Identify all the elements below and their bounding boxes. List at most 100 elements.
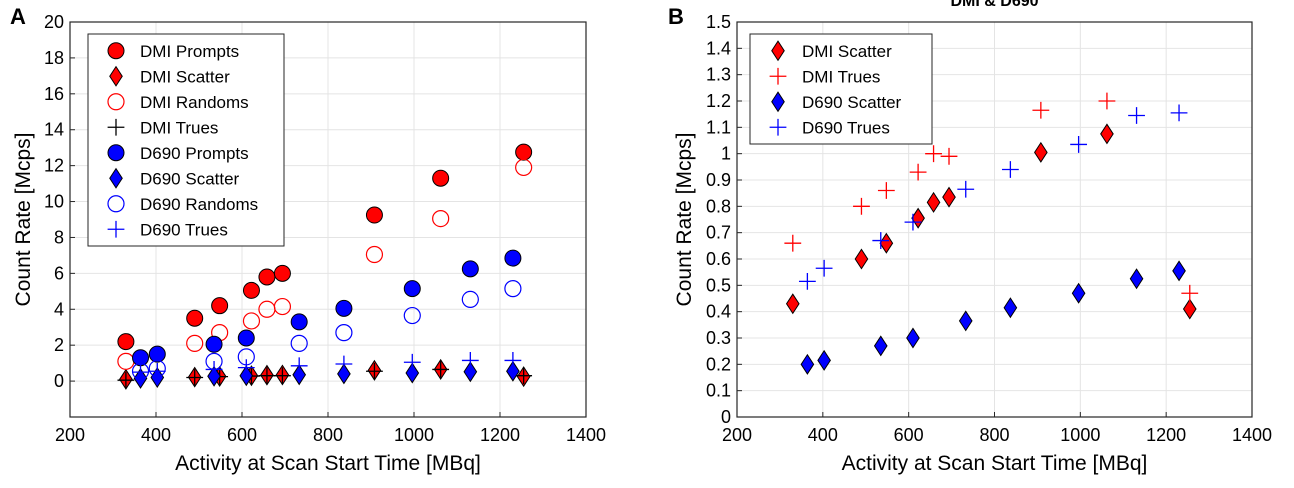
x-tick-label: 400 (808, 425, 838, 445)
data-point (405, 362, 420, 384)
series-d690-prompts (132, 249, 522, 367)
y-tick-label: 4 (54, 299, 64, 319)
series-d690-randoms (131, 280, 522, 380)
data-point (432, 361, 450, 378)
legend-entry: DMI Trues (802, 67, 880, 86)
legend-marker (771, 91, 785, 113)
data-point (515, 143, 533, 161)
y-tick-label: 8 (54, 227, 64, 247)
y-tick-label: 0 (721, 407, 731, 427)
x-tick-label: 600 (894, 425, 924, 445)
data-point (292, 364, 307, 386)
y-tick-label: 16 (44, 84, 64, 104)
y-tick-label: 0.7 (706, 223, 731, 243)
data-point (432, 169, 450, 187)
legend-marker (107, 220, 125, 238)
data-point (463, 361, 478, 383)
data-point (506, 360, 520, 382)
series-d690-trues (132, 352, 522, 381)
legend-marker (107, 93, 125, 111)
data-point (1182, 298, 1197, 320)
data-point (337, 363, 351, 385)
legend-marker (107, 144, 125, 162)
data-point (461, 260, 479, 278)
data-point (242, 312, 261, 330)
y-tick-label: 6 (54, 263, 64, 283)
y-tick-label: 1.4 (706, 38, 731, 58)
legend-marker (109, 167, 123, 189)
y-tick-label: 0.4 (706, 302, 731, 322)
data-point (504, 280, 522, 298)
data-point (274, 367, 291, 385)
panel-label: B (668, 4, 684, 29)
data-point (335, 299, 353, 317)
data-point (432, 210, 450, 228)
y-axis-label: Count Rate [Mcps] (12, 133, 35, 307)
data-point (515, 367, 533, 385)
legend-box (87, 33, 285, 247)
data-point (117, 333, 135, 351)
legend: DMI Prompts DMI Scatter DMI Randoms DMI Tru… (87, 33, 285, 247)
data-point (461, 352, 479, 369)
legend-entry: DMI Scatter (802, 42, 892, 61)
data-point (1071, 282, 1086, 304)
y-tick-label: 14 (44, 120, 64, 140)
x-axis-label: Activity at Scan Start Time [MBq] (842, 452, 1148, 475)
data-point (1100, 123, 1114, 145)
x-tick-label: 1200 (1146, 425, 1186, 445)
legend-marker (771, 40, 785, 62)
data-point (872, 232, 890, 249)
data-point (290, 357, 308, 375)
legend-entry: D690 Randoms (140, 195, 258, 214)
y-tick-label: 0.6 (706, 249, 731, 269)
data-point (958, 310, 973, 332)
series-dmi-prompts (117, 143, 533, 351)
legend-marker (107, 195, 125, 213)
y-tick-label: 0.9 (706, 170, 731, 190)
chart-panel-a: 200 400 600 800 1000 1200 1400 0 2 4 6 8 10 12 14 16 18 2… (10, 4, 606, 475)
legend-entry: DMI Scatter (140, 67, 230, 86)
data-point (904, 213, 922, 231)
legend: DMI Scatter DMI Trues D690 Scatter D690 Tru… (749, 33, 933, 145)
data-point (854, 248, 869, 270)
y-tick-label: 20 (44, 12, 64, 32)
data-point (909, 163, 927, 181)
data-point (942, 186, 956, 208)
data-point (186, 334, 204, 352)
series-dmi-trues (784, 92, 1199, 302)
x-tick-label: 1400 (566, 425, 606, 445)
data-point (237, 359, 255, 377)
x-tick-label: 1000 (1060, 425, 1100, 445)
data-point (504, 352, 522, 369)
y-axis-label: Count Rate [Mcps] (673, 133, 696, 307)
data-point (211, 297, 229, 315)
data-point (1170, 104, 1188, 122)
data-point (186, 369, 204, 386)
y-tick-label: 18 (44, 48, 64, 68)
data-point (403, 306, 421, 325)
data-point (461, 290, 479, 308)
data-point (258, 367, 276, 385)
data-point (815, 259, 833, 277)
data-point (1181, 284, 1199, 302)
x-tick-label: 1400 (1232, 425, 1272, 445)
data-point (148, 345, 166, 363)
chart-title: DMI & D690 (950, 0, 1038, 10)
legend-entry: D690 Prompts (140, 144, 249, 163)
data-point (1003, 297, 1018, 319)
data-point (290, 313, 308, 331)
data-point (290, 334, 308, 352)
data-point (1128, 107, 1145, 124)
data-point (242, 281, 260, 299)
data-point (205, 335, 223, 353)
legend-marker (769, 118, 787, 136)
y-tick-label: 0.1 (706, 381, 731, 401)
legend-entry: DMI Randoms (140, 93, 249, 112)
data-point (186, 309, 204, 327)
x-tick-label: 200 (55, 425, 85, 445)
data-point (1129, 268, 1144, 290)
x-tick-label: 800 (313, 425, 343, 445)
data-point (798, 272, 816, 290)
data-point (335, 355, 353, 373)
